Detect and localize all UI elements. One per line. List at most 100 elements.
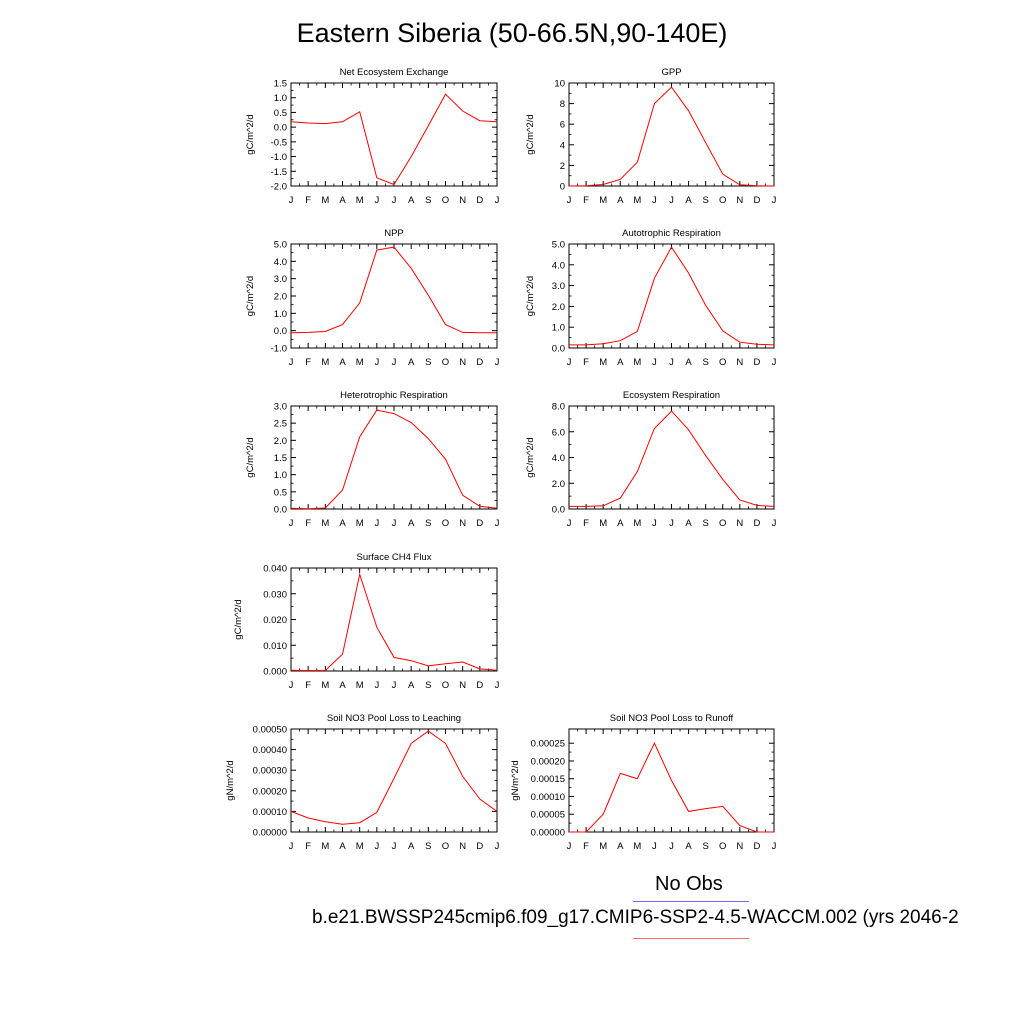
chart-title: Heterotrophic Respiration [340,390,448,401]
series-line [569,246,775,346]
x-tick-label: J [652,841,657,852]
x-tick-label: N [459,195,466,206]
y-tick-label: 5.0 [274,240,287,251]
y-tick-label: 0.0 [552,505,565,516]
chart-title: Ecosystem Respiration [623,390,720,401]
x-tick-label: D [476,518,483,529]
x-tick-label: J [289,680,294,691]
y-tick-label: 0.0 [552,344,565,355]
x-tick-label: A [339,841,346,852]
x-tick-label: J [374,357,379,368]
y-tick-label: 1.0 [274,470,287,481]
x-tick-label: M [633,357,641,368]
x-tick-label: N [736,518,743,529]
x-tick-label: J [374,195,379,206]
y-axis-label: gC/m^2/d [525,437,536,477]
x-tick-label: A [617,357,624,368]
y-tick-label: 0.00015 [531,774,565,785]
x-tick-label: A [408,357,415,368]
legend-case-line [633,938,749,939]
legend-obs-label: No Obs [655,873,723,895]
y-tick-label: 2.0 [274,436,287,447]
y-tick-label: 3.0 [274,402,287,413]
x-tick-label: A [408,518,415,529]
y-tick-label: 1.0 [274,93,287,104]
y-tick-label: 0.0 [274,123,287,134]
y-axis-label: gC/m^2/d [233,599,244,639]
x-tick-label: N [736,357,743,368]
x-tick-label: J [289,195,294,206]
x-tick-label: A [685,841,692,852]
y-tick-label: 1.0 [552,323,565,334]
y-tick-label: 4.0 [552,453,565,464]
x-tick-label: S [425,841,431,852]
x-tick-label: J [669,518,674,529]
x-tick-label: J [772,195,777,206]
y-tick-label: 5.0 [552,240,565,251]
x-tick-label: M [633,841,641,852]
x-tick-label: M [633,518,641,529]
y-tick-label: 0.00005 [531,810,565,821]
chart-title: Net Ecosystem Exchange [340,67,449,78]
y-tick-label: 0.00000 [253,828,287,839]
x-tick-label: N [459,357,466,368]
x-tick-label: J [392,518,397,529]
y-tick-label: 0.00010 [253,807,287,818]
y-tick-label: 0.020 [263,615,287,626]
x-tick-label: F [305,518,311,529]
x-tick-label: J [772,841,777,852]
series-line [290,409,498,510]
x-tick-label: D [476,680,483,691]
plot-frame [290,82,498,187]
x-tick-label: N [459,680,466,691]
x-tick-label: M [599,357,607,368]
series-line [290,730,498,825]
x-tick-label: D [753,195,760,206]
x-tick-label: J [567,195,572,206]
plot-frame [568,243,775,349]
x-tick-label: J [374,518,379,529]
series-line [290,93,498,186]
x-tick-label: S [425,680,431,691]
x-tick-label: F [583,518,589,529]
x-tick-label: N [736,841,743,852]
y-tick-label: 3.0 [274,274,287,285]
y-axis-label: gC/m^2/d [245,276,256,316]
x-tick-label: O [442,841,449,852]
y-tick-label: 0.00010 [531,792,565,803]
plot-frame [568,82,775,187]
y-tick-label: 0.00025 [531,739,565,750]
chart-title: Surface CH4 Flux [357,552,432,563]
y-tick-label: 0.030 [263,589,287,600]
x-tick-label: J [392,357,397,368]
x-tick-label: S [425,518,431,529]
x-tick-label: O [719,357,726,368]
x-tick-label: J [772,357,777,368]
x-tick-label: O [442,518,449,529]
y-tick-label: 2.0 [552,302,565,313]
x-tick-label: J [772,518,777,529]
x-tick-label: O [442,680,449,691]
x-tick-label: A [685,195,692,206]
x-tick-label: S [425,195,431,206]
x-tick-label: J [374,680,379,691]
x-tick-label: A [339,680,346,691]
x-tick-label: D [753,841,760,852]
x-tick-label: F [305,680,311,691]
x-tick-label: D [476,357,483,368]
y-tick-label: 0.00020 [531,756,565,767]
y-tick-label: 0.00050 [253,725,287,736]
y-tick-label: 0.00000 [531,828,565,839]
x-tick-label: J [289,518,294,529]
x-tick-label: A [339,518,346,529]
x-tick-label: M [321,518,329,529]
y-tick-label: 6.0 [552,427,565,438]
y-axis-label: gC/m^2/d [525,276,536,316]
x-tick-label: O [719,518,726,529]
x-tick-label: A [685,357,692,368]
x-tick-label: A [408,680,415,691]
x-tick-label: J [652,195,657,206]
